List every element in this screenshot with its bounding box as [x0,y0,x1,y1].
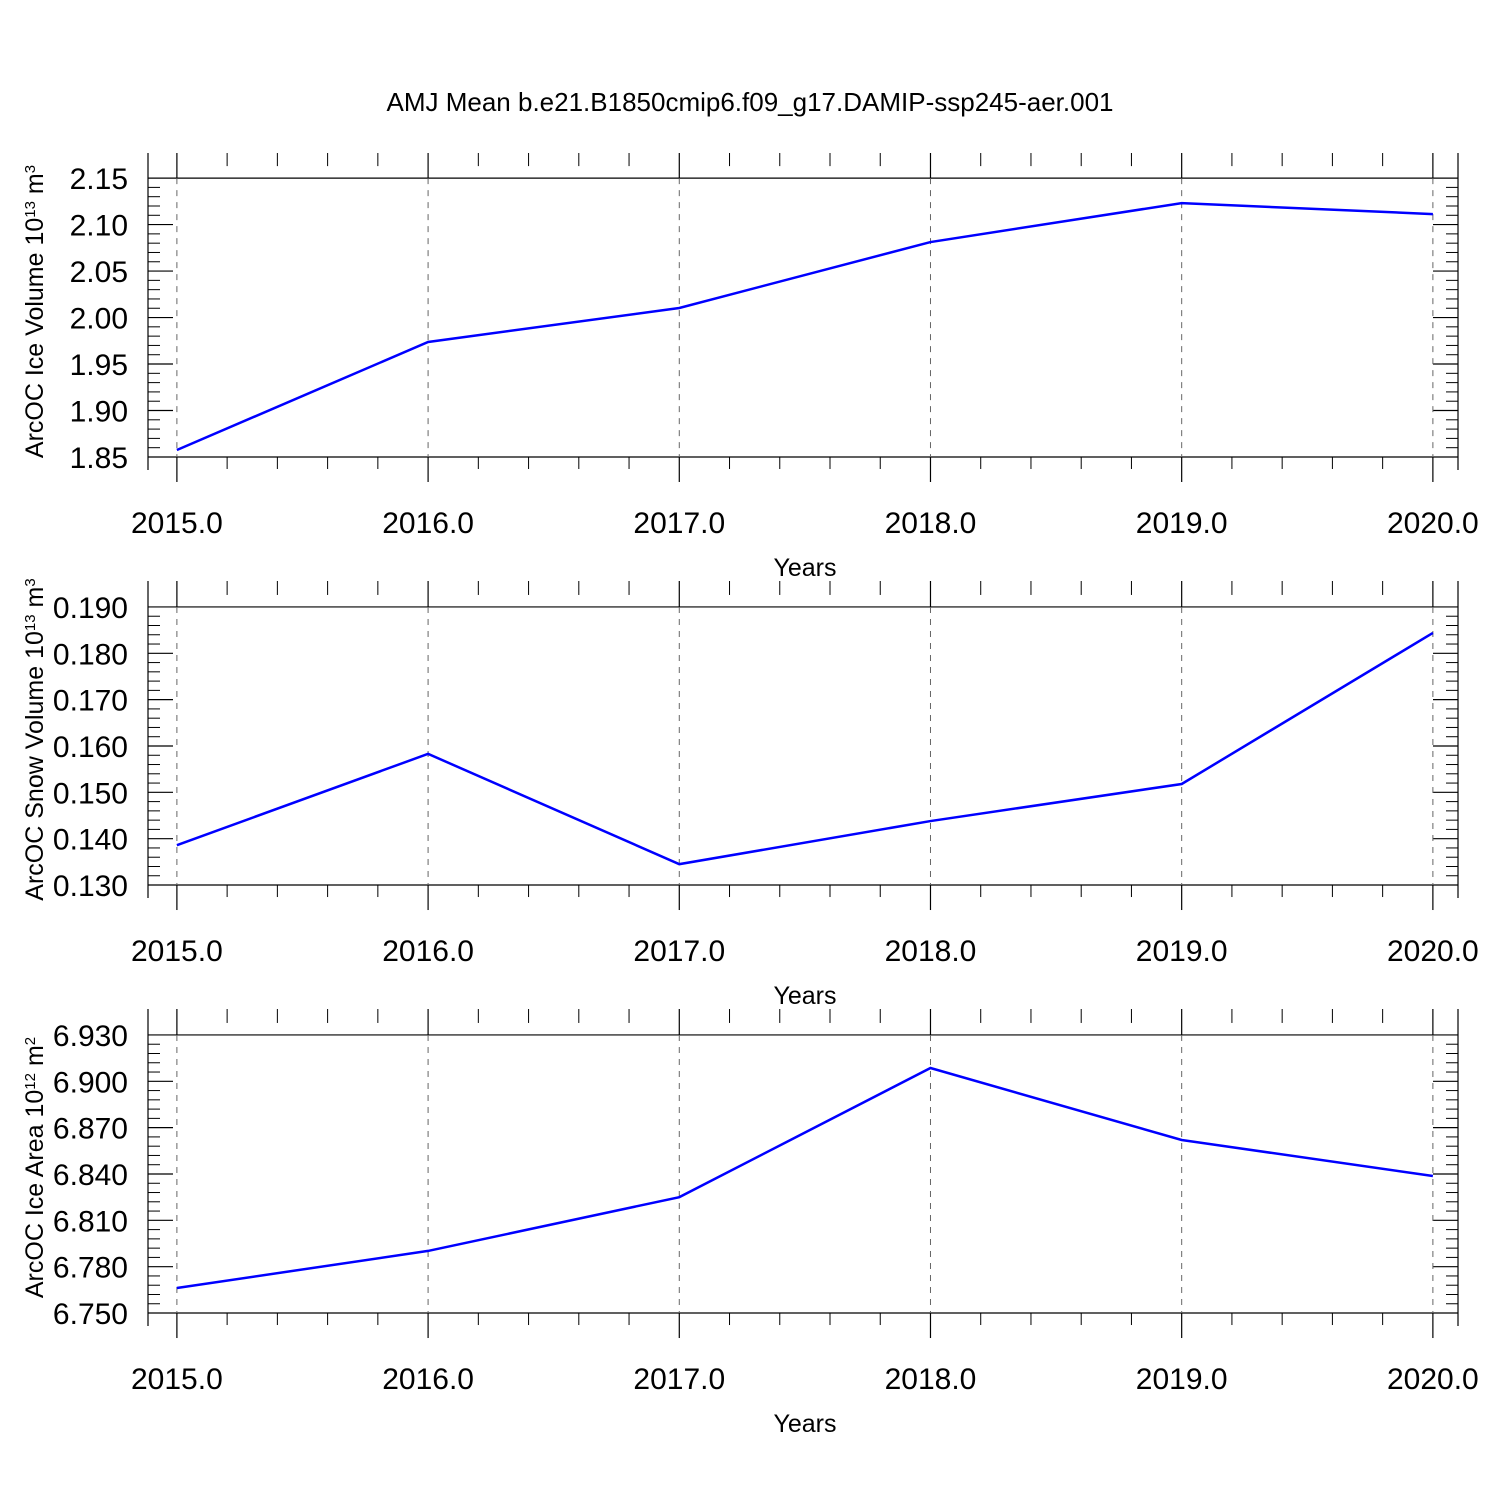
y-tick-label: 6.810 [53,1205,128,1238]
y-axis-label-part: 13 [22,614,39,631]
x-tick-label: 2017.0 [633,935,725,968]
x-tick-label: 2017.0 [633,1363,725,1396]
y-axis-label-part: ArcOC Snow Volume 10 [21,631,49,901]
x-tick-label: 2019.0 [1136,507,1228,540]
x-axis-label: Years [773,554,836,582]
y-tick-label: 0.190 [53,592,128,625]
y-axis-label-part: m [21,587,49,615]
x-tick-label: 2019.0 [1136,935,1228,968]
y-axis-label-part: 2 [22,1037,39,1045]
x-tick-label: 2016.0 [382,1363,474,1396]
y-tick-label: 0.140 [53,824,128,857]
y-tick-label: 6.930 [53,1020,128,1053]
x-tick-label: 2016.0 [382,507,474,540]
y-tick-label: 1.90 [70,396,128,429]
y-tick-label: 2.15 [70,163,128,196]
x-tick-label: 2020.0 [1387,935,1479,968]
y-axis-label-part: 3 [22,578,39,586]
y-axis-label-part: 12 [22,1073,39,1090]
y-axis-label-part: 13 [22,201,39,218]
x-tick-label: 2019.0 [1136,1363,1228,1396]
y-tick-label: 0.130 [53,870,128,903]
y-tick-label: 6.870 [53,1113,128,1146]
data-line [176,201,1433,452]
y-tick-label: 6.780 [53,1252,128,1285]
y-tick-label: 2.00 [70,303,128,336]
x-axis-label: Years [773,1410,836,1438]
x-tick-label: 2020.0 [1387,507,1479,540]
y-axis-label-part: m [21,173,49,201]
x-tick-label: 2018.0 [885,507,977,540]
y-axis-label: ArcOC Ice Area 1012 m2 [21,1037,49,1298]
y-tick-label: 1.95 [70,349,128,382]
y-tick-label: 0.160 [53,731,128,764]
y-tick-label: 0.170 [53,685,128,718]
x-tick-label: 2015.0 [131,1363,223,1396]
y-tick-label: 6.900 [53,1066,128,1099]
chart-title: AMJ Mean b.e21.B1850cmip6.f09_g17.DAMIP-… [387,87,1114,117]
x-tick-label: 2020.0 [1387,1363,1479,1396]
x-tick-label: 2018.0 [885,1363,977,1396]
x-tick-label: 2018.0 [885,935,977,968]
data-line [176,1066,1434,1290]
x-tick-label: 2017.0 [633,507,725,540]
y-tick-label: 6.840 [53,1159,128,1192]
y-tick-label: 2.10 [70,210,128,243]
y-axis-label: ArcOC Ice Volume 1013 m3 [21,165,49,458]
x-tick-label: 2015.0 [131,935,223,968]
y-axis-label-part: 3 [22,165,39,173]
y-tick-label: 1.85 [70,442,128,475]
y-axis-label-part: ArcOC Ice Volume 10 [21,218,49,458]
y-axis-label-part: m [21,1045,49,1073]
y-tick-label: 0.150 [53,777,128,810]
data-line [176,631,1434,866]
y-tick-label: 6.750 [53,1298,128,1331]
x-tick-label: 2015.0 [131,507,223,540]
x-tick-label: 2016.0 [382,935,474,968]
y-axis-label: ArcOC Snow Volume 1013 m3 [21,578,49,900]
x-axis-label: Years [773,982,836,1010]
y-tick-label: 0.180 [53,638,128,671]
y-tick-label: 2.05 [70,256,128,289]
y-axis-label-part: ArcOC Ice Area 10 [21,1090,49,1298]
